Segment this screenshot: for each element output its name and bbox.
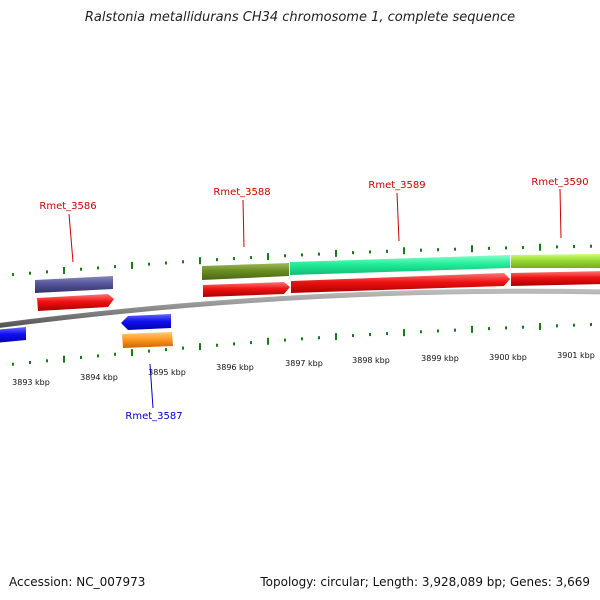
scale-label-3899: 3899 kbp <box>421 354 459 363</box>
label-rmet-3589[interactable]: Rmet_3589 <box>368 180 425 191</box>
cds-rmet-3588-red[interactable] <box>203 282 290 297</box>
scale-label-3894: 3894 kbp <box>80 373 118 382</box>
chromosome-backbone <box>0 288 600 328</box>
label-line-rmet-3590 <box>559 188 562 239</box>
label-rmet-3588[interactable]: Rmet_3588 <box>213 187 270 198</box>
cds-rmet-3589-red[interactable] <box>291 273 510 293</box>
scale-label-3897: 3897 kbp <box>285 359 323 368</box>
label-rmet-3586[interactable]: Rmet_3586 <box>39 201 96 212</box>
gene-rmet-3586-purple[interactable] <box>35 276 113 293</box>
label-line-rmet-3588 <box>242 199 245 248</box>
topology-summary: Topology: circular; Length: 3,928,089 bp… <box>260 575 590 589</box>
cds-rmet-3586-red[interactable] <box>37 294 114 311</box>
gene-rmet-3587-blue[interactable] <box>121 314 171 330</box>
scale-label-3896: 3896 kbp <box>216 363 254 372</box>
scale-label-3895: 3895 kbp <box>148 368 186 377</box>
cds-rmet-3587-orange[interactable] <box>122 332 173 348</box>
gene-rmet-3588-olive[interactable] <box>202 263 289 280</box>
cds-rmet-3590-red[interactable] <box>511 271 600 286</box>
accession-text: Accession: NC_007973 <box>9 575 146 589</box>
scale-label-3898: 3898 kbp <box>352 356 390 365</box>
outer-tick-marks <box>12 243 592 277</box>
scale-label-3893: 3893 kbp <box>12 378 50 387</box>
label-line-rmet-3587 <box>149 363 154 409</box>
label-line-rmet-3586 <box>68 213 74 263</box>
gene-rmet-3590-lime[interactable] <box>511 254 600 268</box>
scale-label-3901: 3901 kbp <box>557 351 595 360</box>
label-line-rmet-3589 <box>396 192 400 242</box>
map-title: Ralstonia metallidurans CH34 chromosome … <box>84 10 516 25</box>
gene-rmet-3589-aqua[interactable] <box>290 255 510 275</box>
gene-block-blue-left[interactable] <box>0 327 26 343</box>
inner-tick-marks <box>12 323 592 366</box>
label-rmet-3587[interactable]: Rmet_3587 <box>125 411 182 422</box>
label-rmet-3590[interactable]: Rmet_3590 <box>531 177 588 188</box>
scale-label-3900: 3900 kbp <box>489 353 527 362</box>
